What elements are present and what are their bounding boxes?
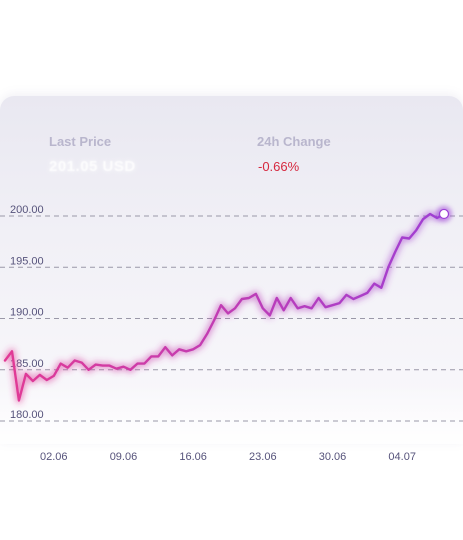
y-tick-label: 200.00 — [10, 204, 44, 216]
x-axis-ticks: 02.06 09.06 16.06 23.06 30.06 04.07 — [40, 451, 416, 463]
series-line-glow — [2, 211, 446, 404]
x-tick-label: 23.06 — [249, 451, 277, 463]
card-bottom-fade — [0, 384, 463, 444]
last-price-value: 201.05 USD — [49, 158, 136, 175]
x-tick-label: 04.07 — [388, 451, 416, 463]
change-value: -0.66% — [258, 159, 300, 174]
series-line — [3, 212, 446, 402]
y-tick-label: 185.00 — [10, 358, 44, 370]
x-tick-label: 16.06 — [179, 451, 207, 463]
x-tick-label: 30.06 — [319, 451, 347, 463]
y-axis-ticks: 180.00 185.00 190.00 195.00 200.00 — [10, 204, 44, 421]
series-layer — [2, 205, 452, 404]
last-price-label: Last Price — [49, 134, 112, 149]
grid-lines — [0, 215, 463, 422]
y-tick-label: 180.00 — [10, 409, 44, 421]
change-label: 24h Change — [257, 134, 331, 149]
x-tick-label: 02.06 — [40, 451, 68, 463]
y-tick-label: 195.00 — [10, 255, 44, 267]
y-tick-label: 190.00 — [10, 307, 44, 319]
x-tick-label: 09.06 — [110, 451, 138, 463]
last-point-marker[interactable] — [438, 208, 450, 220]
